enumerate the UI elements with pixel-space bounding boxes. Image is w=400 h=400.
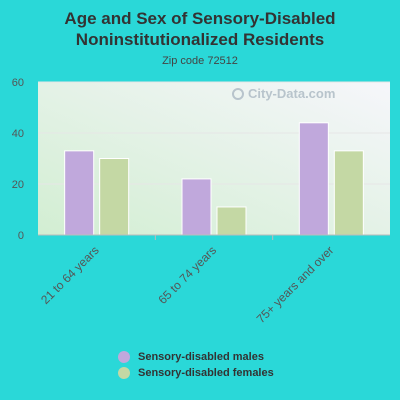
plot-area [38, 82, 390, 235]
chart-title: Age and Sex of Sensory-Disabled Noninsti… [0, 8, 400, 50]
watermark-text: City-Data.com [248, 86, 336, 101]
legend-item-males: Sensory-disabled males [118, 349, 274, 365]
x-tick-label: 75+ years and over [254, 243, 337, 326]
bar-females-1 [99, 158, 130, 236]
legend-swatch-males [118, 351, 130, 363]
legend: Sensory-disabled males Sensory-disabled … [118, 349, 274, 381]
legend-item-females: Sensory-disabled females [118, 365, 274, 381]
legend-label-females: Sensory-disabled females [138, 367, 274, 379]
bar-males-1 [64, 150, 95, 236]
legend-label-males: Sensory-disabled males [138, 351, 264, 363]
x-tick-label: 65 to 74 years [155, 243, 219, 307]
chart-subtitle: Zip code 72512 [162, 55, 238, 67]
y-tick-label: 40 [12, 128, 24, 140]
y-tick-label: 0 [18, 230, 24, 242]
chart-title-line-2: Noninstitutionalized Residents [75, 30, 325, 49]
city-data-logo-icon [232, 87, 244, 100]
legend-swatch-females [118, 367, 130, 379]
bar-females-3 [333, 150, 364, 236]
x-tick-label: 21 to 64 years [38, 243, 102, 307]
bar-males-2 [181, 178, 212, 236]
watermark: City-Data.com [232, 86, 335, 101]
chart-title-line-1: Age and Sex of Sensory-Disabled [64, 9, 336, 28]
y-tick-label: 60 [12, 77, 24, 89]
bar-males-3 [298, 122, 329, 236]
y-tick-label: 20 [12, 179, 24, 191]
bar-females-2 [216, 206, 247, 236]
